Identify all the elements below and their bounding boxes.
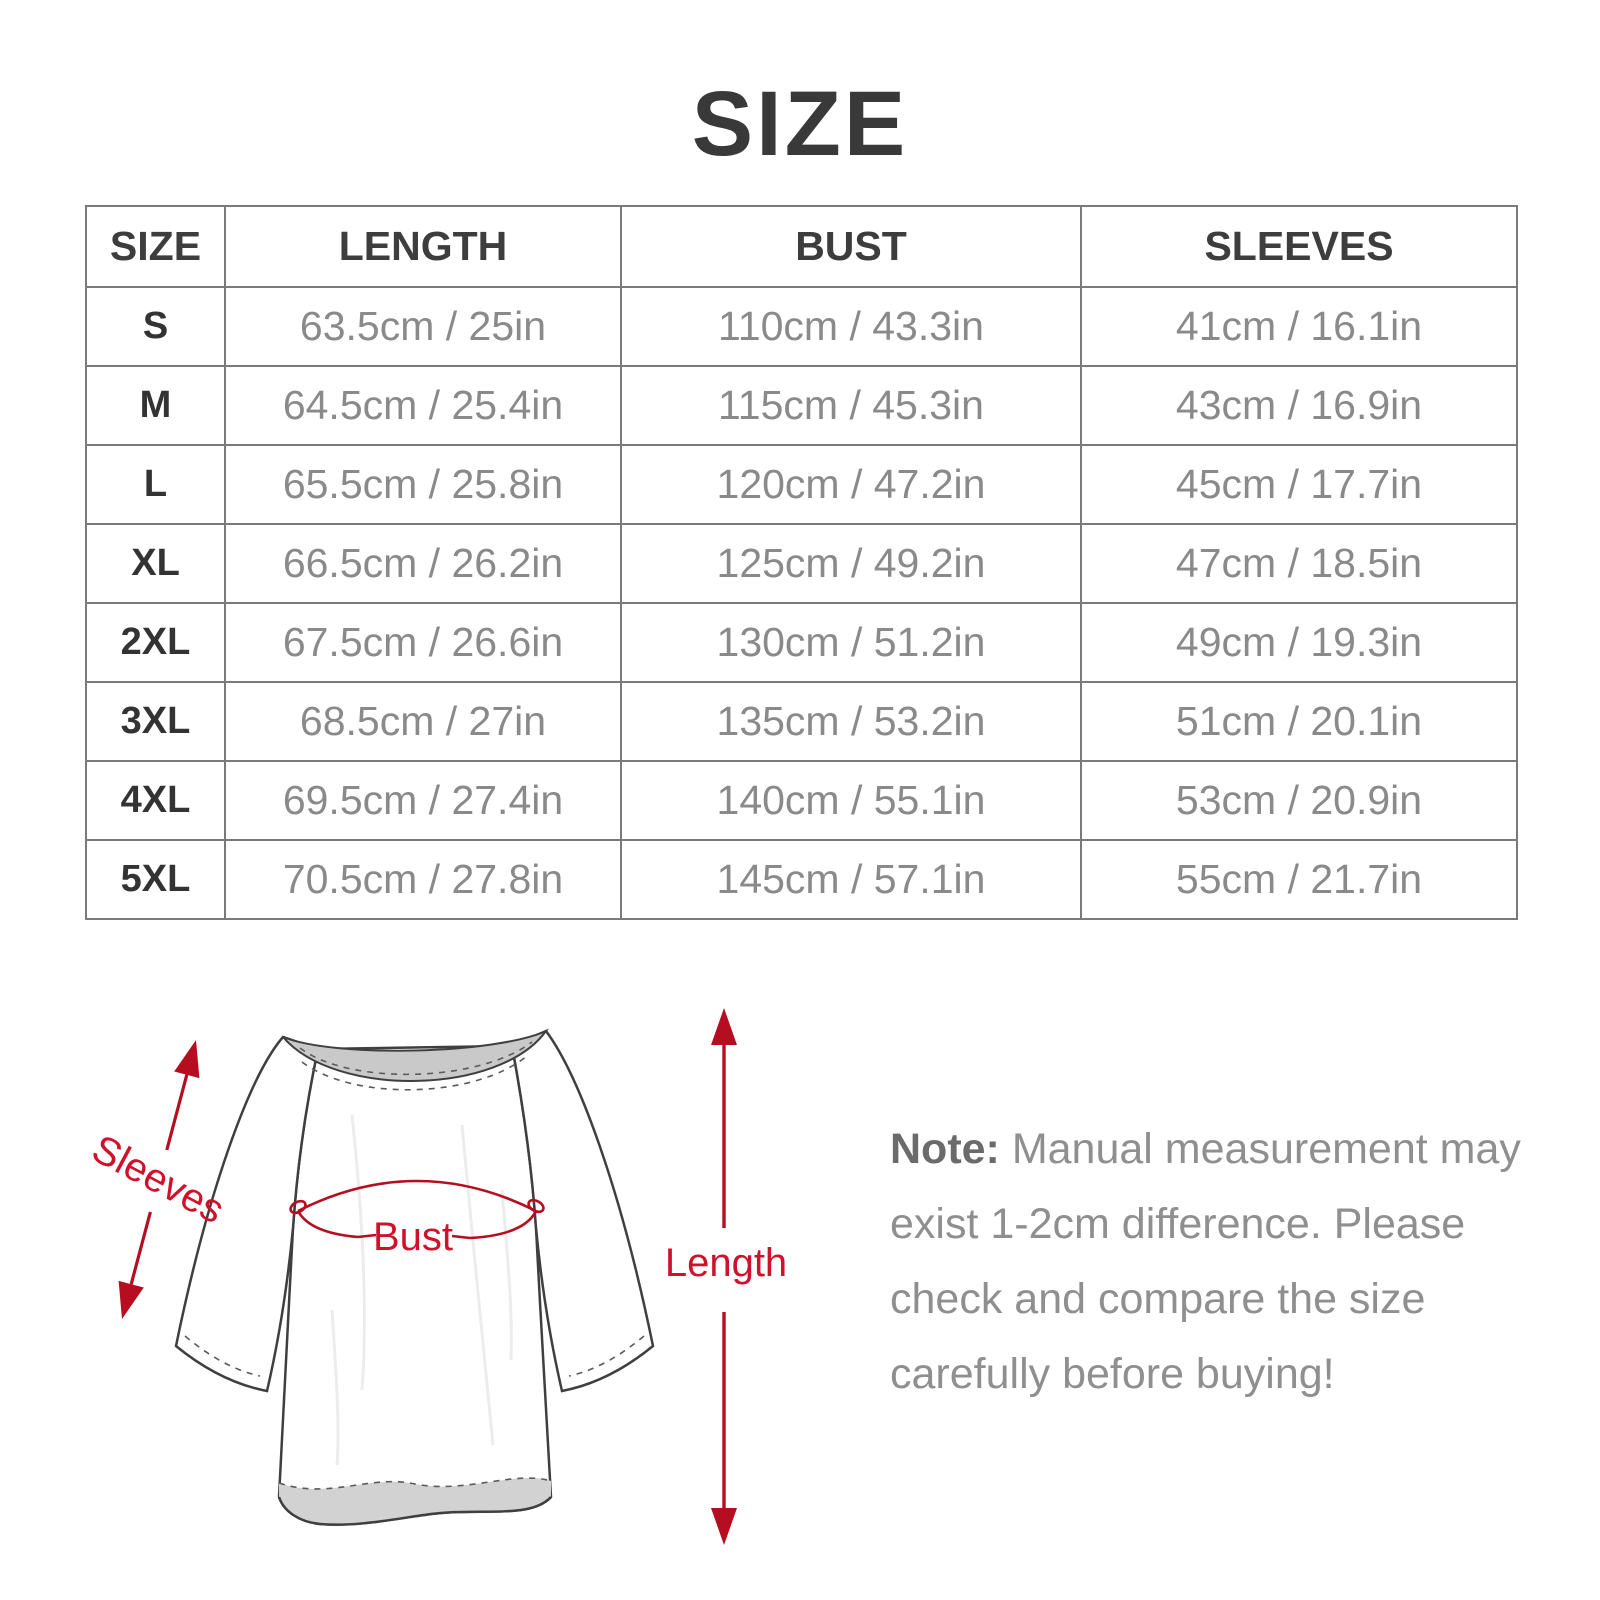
note-text: Note: Manual measurement may exist 1-2cm…: [890, 1112, 1550, 1412]
cell-bust: 120cm / 47.2in: [620, 444, 1082, 525]
table-row: 5XL 70.5cm / 27.8in 145cm / 57.1in 55cm …: [85, 839, 1518, 920]
cell-sleeves: 43cm / 16.9in: [1080, 365, 1518, 446]
garment-measure-diagram: Sleeves Bust Length: [85, 1008, 787, 1545]
size-table: SIZE LENGTH BUST SLEEVES S 63.5cm / 25in…: [85, 205, 1518, 920]
bust-label: Bust: [373, 1215, 453, 1259]
cell-size: 4XL: [85, 760, 226, 841]
table-row: S 63.5cm / 25in 110cm / 43.3in 41cm / 16…: [85, 286, 1518, 367]
cell-size: XL: [85, 523, 226, 604]
right-sleeve: [510, 1029, 655, 1393]
note-line: carefully before buying!: [890, 1350, 1335, 1398]
cell-length: 64.5cm / 25.4in: [224, 365, 622, 446]
garment-sketch: [174, 1028, 655, 1526]
cell-sleeves: 41cm / 16.1in: [1080, 286, 1518, 367]
cell-length: 65.5cm / 25.8in: [224, 444, 622, 525]
header-bust: BUST: [620, 205, 1082, 288]
header-length: LENGTH: [224, 205, 622, 288]
cell-sleeves: 47cm / 18.5in: [1080, 523, 1518, 604]
cell-size: L: [85, 444, 226, 525]
cell-length: 66.5cm / 26.2in: [224, 523, 622, 604]
table-header-row: SIZE LENGTH BUST SLEEVES: [85, 205, 1518, 288]
cell-length: 70.5cm / 27.8in: [224, 839, 622, 920]
hem-band: [279, 1478, 551, 1525]
cell-bust: 125cm / 49.2in: [620, 523, 1082, 604]
header-size: SIZE: [85, 205, 226, 288]
cell-sleeves: 53cm / 20.9in: [1080, 760, 1518, 841]
note-line-text: Manual measurement may: [1011, 1125, 1521, 1173]
note-label: Note:: [890, 1125, 1000, 1173]
cell-bust: 110cm / 43.3in: [620, 286, 1082, 367]
cell-length: 68.5cm / 27in: [224, 681, 622, 762]
header-sleeves: SLEEVES: [1080, 205, 1518, 288]
table-row: L 65.5cm / 25.8in 120cm / 47.2in 45cm / …: [85, 444, 1518, 525]
cell-size: 2XL: [85, 602, 226, 683]
length-label: Length: [665, 1241, 787, 1285]
cell-length: 67.5cm / 26.6in: [224, 602, 622, 683]
cell-bust: 145cm / 57.1in: [620, 839, 1082, 920]
sleeves-label: Sleeves: [85, 1127, 231, 1233]
cell-bust: 130cm / 51.2in: [620, 602, 1082, 683]
bust-ellipse: [289, 1179, 545, 1240]
cell-length: 63.5cm / 25in: [224, 286, 622, 367]
table-row: 2XL 67.5cm / 26.6in 130cm / 51.2in 49cm …: [85, 602, 1518, 683]
table-row: 3XL 68.5cm / 27in 135cm / 53.2in 51cm / …: [85, 681, 1518, 762]
left-sleeve: [174, 1035, 320, 1393]
cell-bust: 140cm / 55.1in: [620, 760, 1082, 841]
page-title: SIZE: [691, 73, 909, 175]
cell-size: S: [85, 286, 226, 367]
note-line: Note: Manual measurement may: [890, 1112, 1550, 1187]
cell-sleeves: 51cm / 20.1in: [1080, 681, 1518, 762]
table-row: M 64.5cm / 25.4in 115cm / 45.3in 43cm / …: [85, 365, 1518, 446]
cell-sleeves: 45cm / 17.7in: [1080, 444, 1518, 525]
table-row: 4XL 69.5cm / 27.4in 140cm / 55.1in 53cm …: [85, 760, 1518, 841]
note-line: check and compare the size: [890, 1275, 1426, 1323]
cell-size: M: [85, 365, 226, 446]
cell-length: 69.5cm / 27.4in: [224, 760, 622, 841]
cell-size: 5XL: [85, 839, 226, 920]
cell-bust: 135cm / 53.2in: [620, 681, 1082, 762]
table-row: XL 66.5cm / 26.2in 125cm / 49.2in 47cm /…: [85, 523, 1518, 604]
cell-sleeves: 55cm / 21.7in: [1080, 839, 1518, 920]
sleeves-arrow: [118, 1040, 200, 1319]
cell-sleeves: 49cm / 19.3in: [1080, 602, 1518, 683]
cell-size: 3XL: [85, 681, 226, 762]
length-arrow: [711, 1008, 737, 1545]
cell-bust: 115cm / 45.3in: [620, 365, 1082, 446]
note-line: exist 1-2cm difference. Please: [890, 1200, 1466, 1248]
